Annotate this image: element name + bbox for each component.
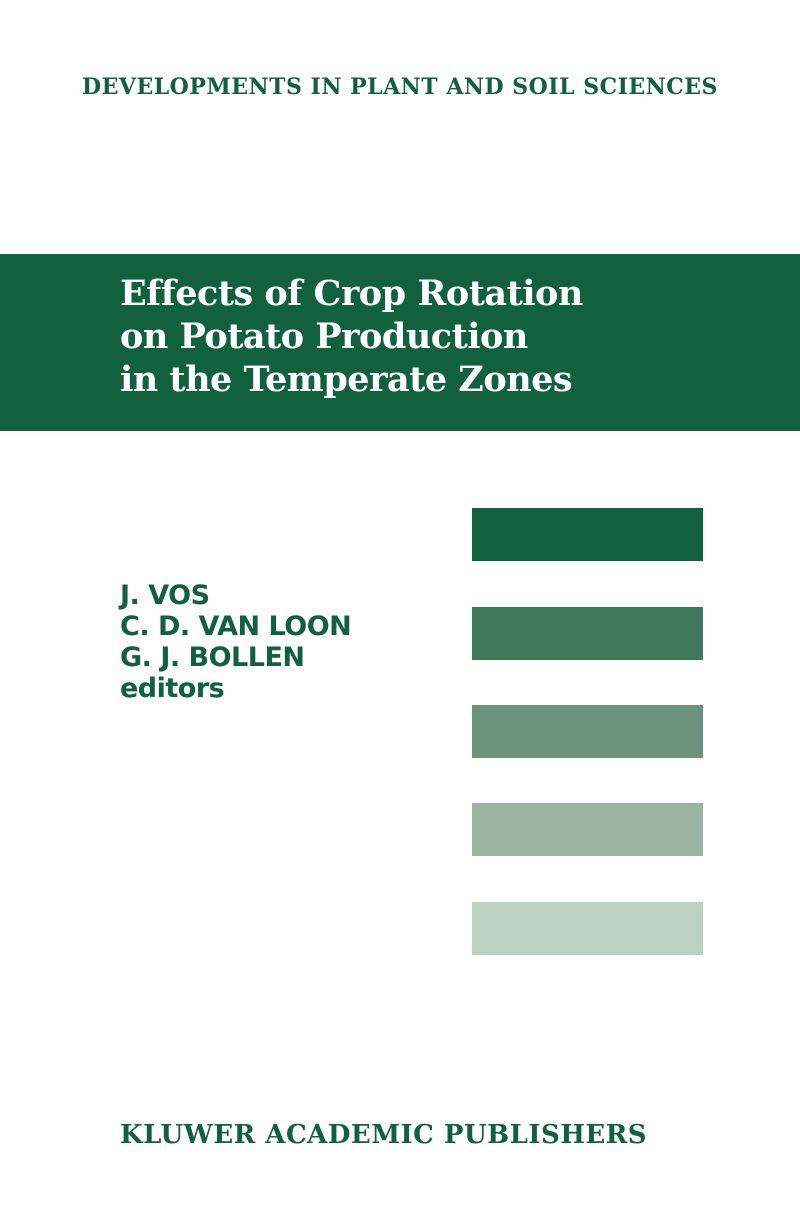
- title-line-1: Effects of Crop Rotation: [120, 273, 583, 314]
- decorative-bar-3: [472, 705, 703, 758]
- publisher: KLUWER ACADEMIC PUBLISHERS: [120, 1120, 648, 1150]
- title-line-2: on Potato Production: [120, 316, 528, 357]
- title-band: [0, 254, 800, 431]
- decorative-bar-5: [472, 902, 703, 955]
- decorative-bar-4: [472, 803, 703, 856]
- title-line-3: in the Temperate Zones: [120, 359, 573, 400]
- decorative-bar-1: [472, 508, 703, 561]
- decorative-bar-2: [472, 607, 703, 660]
- editors-label: editors: [120, 673, 225, 704]
- editor-name: C. D. VAN LOON: [120, 611, 352, 642]
- series-title: DEVELOPMENTS IN PLANT AND SOIL SCIENCES: [82, 74, 718, 100]
- editor-name: G. J. BOLLEN: [120, 642, 305, 673]
- book-title: Effects of Crop Rotation on Potato Produ…: [120, 272, 583, 401]
- editor-name: J. VOS: [120, 580, 210, 611]
- editors-block: J. VOS C. D. VAN LOON G. J. BOLLEN edito…: [120, 580, 352, 704]
